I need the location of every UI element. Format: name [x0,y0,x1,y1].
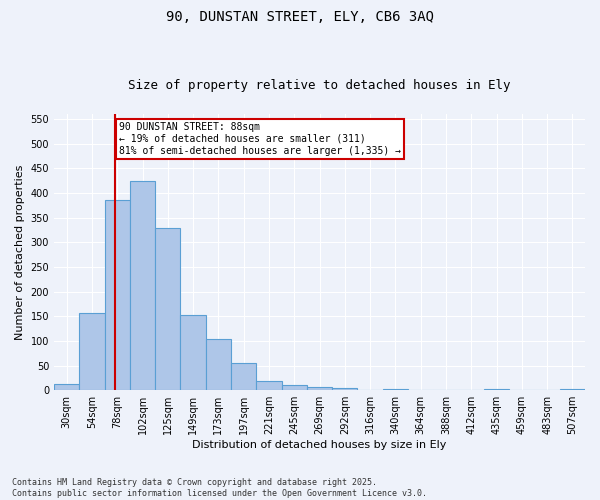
Bar [484,388,509,390]
Text: Contains HM Land Registry data © Crown copyright and database right 2025.
Contai: Contains HM Land Registry data © Crown c… [12,478,427,498]
Bar [181,315,206,390]
Bar [206,340,231,390]
Text: 90, DUNSTAN STREET, ELY, CB6 3AQ: 90, DUNSTAN STREET, ELY, CB6 3AQ [166,10,434,24]
Bar [307,387,332,390]
Y-axis label: Number of detached properties: Number of detached properties [15,164,25,340]
Bar [560,389,585,390]
X-axis label: Distribution of detached houses by size in Ely: Distribution of detached houses by size … [193,440,447,450]
Bar [79,313,104,390]
Text: 90 DUNSTAN STREET: 88sqm
← 19% of detached houses are smaller (311)
81% of semi-: 90 DUNSTAN STREET: 88sqm ← 19% of detach… [119,122,401,156]
Bar [332,388,358,390]
Bar [383,389,408,390]
Bar [155,228,181,390]
Bar [281,386,307,390]
Bar [104,200,130,390]
Bar [231,363,256,390]
Bar [256,381,281,390]
Bar [54,384,79,390]
Title: Size of property relative to detached houses in Ely: Size of property relative to detached ho… [128,79,511,92]
Bar [130,180,155,390]
